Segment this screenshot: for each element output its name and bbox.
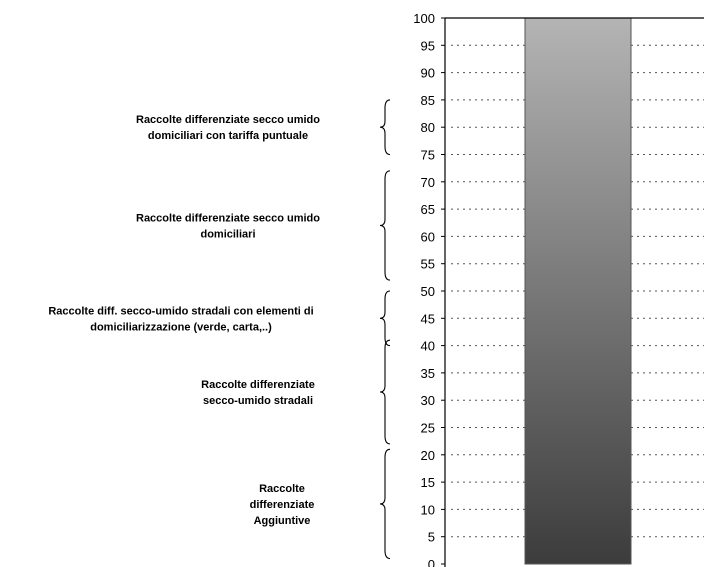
y-tick-labels: 0 5 10 15 20 25 30 35 40 45 50 55 60 65 70 75 80 85 90 95 10… <box>413 11 445 567</box>
annotation-1-line-1: domiciliari <box>200 228 255 240</box>
y-tick-label-60: 60 <box>421 229 435 244</box>
y-tick-label-40: 40 <box>421 339 435 354</box>
y-tick-label-25: 25 <box>421 421 435 436</box>
brace-0 <box>379 99 391 156</box>
y-tick-label-95: 95 <box>421 38 435 53</box>
bar-0 <box>524 17 632 565</box>
axes <box>444 17 704 567</box>
bars <box>524 17 632 565</box>
y-tick-label-55: 55 <box>421 257 435 272</box>
y-tick-label-30: 30 <box>421 393 435 408</box>
brace-3 <box>379 339 391 445</box>
y-tick-label-85: 85 <box>421 93 435 108</box>
y-tick-label-20: 20 <box>421 448 435 463</box>
annotations: Raccolte differenziate secco umido domici… <box>48 99 391 560</box>
annotation-0-line-1: domiciliari con tariffa puntuale <box>148 130 308 142</box>
y-tick-label-90: 90 <box>421 66 435 81</box>
y-tick-label-80: 80 <box>421 120 435 135</box>
y-tick-label-5: 5 <box>428 530 435 545</box>
y-tick-label-65: 65 <box>421 202 435 217</box>
brace-4 <box>379 448 391 560</box>
y-tick-label-0: 0 <box>428 557 435 567</box>
brace-2 <box>379 290 391 347</box>
annotation-3-line-1: secco-umido stradali <box>203 395 313 407</box>
annotation-0-line-0: Raccolte differenziate secco umido <box>136 114 320 126</box>
y-tick-label-45: 45 <box>421 311 435 326</box>
annotation-3-line-0: Raccolte differenziate <box>201 379 315 391</box>
y-tick-label-75: 75 <box>421 148 435 163</box>
annotation-4-line-0: Raccolte <box>259 483 305 495</box>
y-tick-label-100: 100 <box>413 11 435 26</box>
annotation-2-line-0: Raccolte diff. secco-umido stradali con … <box>48 305 313 317</box>
annotation-4-line-2: Aggiuntive <box>254 515 311 527</box>
brace-1 <box>379 170 391 281</box>
annotation-1-line-0: Raccolte differenziate secco umido <box>136 212 320 224</box>
y-tick-label-15: 15 <box>421 475 435 490</box>
annotation-4-line-1: differenziate <box>250 499 315 511</box>
annotation-2-line-1: domiciliarizzazione (verde, carta,..) <box>90 321 272 333</box>
y-tick-label-70: 70 <box>421 175 435 190</box>
y-tick-label-35: 35 <box>421 366 435 381</box>
y-tick-label-10: 10 <box>421 502 435 517</box>
y-tick-label-50: 50 <box>421 284 435 299</box>
